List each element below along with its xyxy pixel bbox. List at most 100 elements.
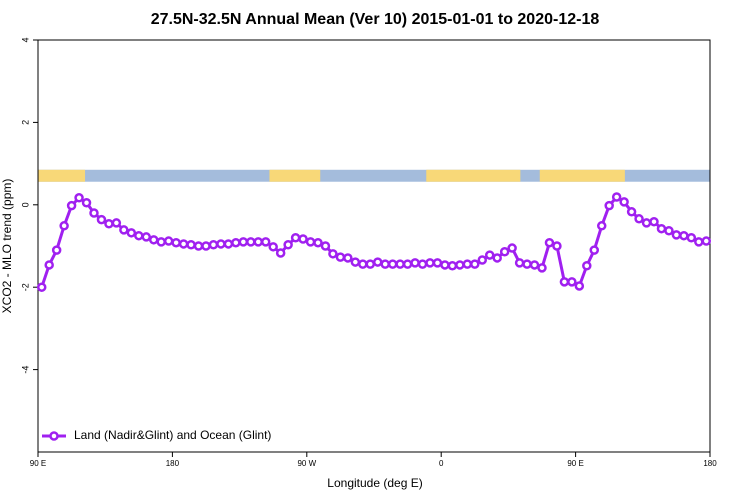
y-tick-label: 0 [20, 202, 30, 207]
point [111, 218, 122, 228]
point [119, 225, 129, 235]
point [163, 236, 174, 246]
point [305, 237, 316, 247]
point [649, 216, 659, 227]
point [492, 253, 502, 263]
point [372, 257, 383, 267]
point [596, 221, 607, 231]
legend-marker [49, 431, 59, 441]
point [141, 232, 152, 242]
point [387, 259, 398, 269]
y-tick-label: 4 [20, 37, 30, 42]
point [89, 208, 99, 218]
point [544, 237, 555, 248]
point [484, 250, 495, 260]
point [417, 259, 428, 269]
point [59, 221, 69, 231]
point [253, 237, 264, 247]
x-tick-label: 90 E [30, 459, 46, 468]
land-strip [426, 169, 521, 182]
point [365, 259, 376, 269]
point [664, 226, 674, 236]
point [425, 258, 435, 268]
y-tick-label: -2 [20, 283, 30, 291]
point [238, 237, 249, 247]
x-tick-label: 90 E [567, 459, 583, 468]
point [641, 218, 652, 228]
point [447, 261, 458, 271]
point [574, 281, 585, 291]
x-tick-label: 180 [703, 459, 717, 468]
y-tick-label: -4 [20, 366, 30, 374]
point [275, 248, 286, 258]
point [611, 192, 622, 202]
land-strip [269, 169, 321, 182]
point [671, 230, 682, 240]
point [66, 200, 77, 211]
point [134, 230, 144, 241]
point [96, 214, 107, 225]
point [223, 239, 234, 249]
point [216, 239, 226, 249]
point [567, 277, 577, 287]
point [126, 228, 137, 238]
x-tick-label: 0 [439, 459, 444, 468]
point [44, 260, 54, 270]
point [290, 233, 301, 243]
point [36, 282, 47, 292]
point [589, 245, 600, 255]
plot-frame [37, 39, 711, 453]
point [343, 253, 353, 263]
point [193, 241, 204, 251]
point [522, 259, 532, 269]
point [634, 214, 644, 224]
ocean-strip [38, 169, 710, 182]
point [477, 255, 488, 265]
y-axis-label: XCO2 - MLO trend (ppm) [0, 179, 14, 314]
point [104, 219, 114, 229]
point [432, 258, 443, 268]
point [74, 193, 84, 203]
point [470, 259, 480, 269]
point [507, 243, 517, 253]
point [148, 235, 159, 245]
land-strip [539, 169, 625, 182]
point [313, 237, 323, 248]
point [395, 259, 405, 269]
point [694, 237, 704, 247]
point [283, 240, 293, 250]
land-strip [38, 169, 86, 182]
point [686, 233, 697, 243]
point [186, 240, 196, 250]
x-axis-label: Longitude (deg E) [327, 476, 422, 490]
point [358, 259, 368, 269]
point [604, 200, 614, 211]
point [380, 259, 390, 269]
point [320, 241, 331, 251]
point [455, 260, 465, 270]
point [178, 239, 189, 249]
point [350, 257, 361, 267]
point [268, 242, 278, 252]
chart-title: 27.5N-32.5N Annual Mean (Ver 10) 2015-01… [151, 11, 600, 28]
x-tick-label: 90 W [297, 459, 316, 468]
point [402, 259, 413, 269]
point [679, 230, 689, 241]
point [537, 263, 547, 273]
point [410, 258, 420, 268]
point [260, 237, 271, 247]
point [156, 237, 166, 247]
point [462, 259, 473, 269]
point [701, 236, 712, 246]
point [335, 252, 346, 262]
point [552, 241, 562, 251]
point [81, 197, 92, 208]
point [529, 260, 540, 270]
x-tick-label: 180 [166, 459, 180, 468]
point [201, 241, 211, 251]
point [582, 261, 592, 271]
point [656, 223, 667, 234]
point [514, 258, 525, 268]
series-line [40, 194, 707, 289]
